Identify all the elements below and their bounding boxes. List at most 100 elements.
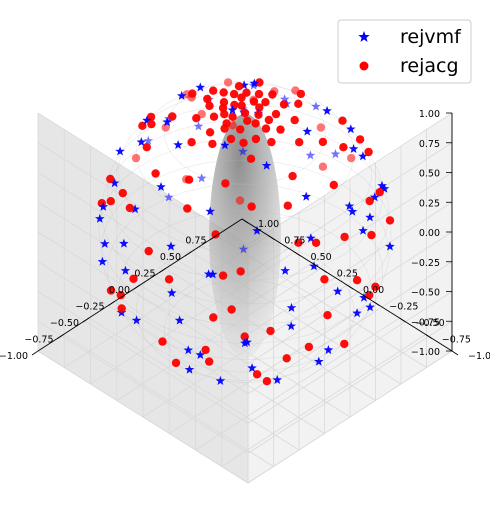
data-point-rejacg: [234, 82, 244, 91]
data-point-rejvmf: [330, 149, 341, 159]
data-point-rejvmf: [131, 315, 142, 325]
data-point-rejvmf: [311, 101, 321, 111]
data-point-rejvmf: [242, 337, 252, 347]
data-point-rejacg: [295, 138, 304, 147]
x-tick-mark: [451, 350, 459, 356]
data-point-rejacg: [187, 138, 196, 147]
data-point-rejvmf: [174, 315, 185, 325]
data-point-rejacg: [208, 139, 217, 149]
data-point-rejacg: [288, 171, 297, 181]
data-point-rejacg: [235, 196, 245, 205]
data-point-rejacg: [294, 238, 303, 247]
y-tick-mark: [108, 301, 115, 306]
sphere-latitude-line: [135, 241, 355, 381]
data-point-rejvmf: [164, 192, 174, 202]
data-point-rejacg: [365, 196, 374, 206]
data-point-rejacg: [118, 188, 128, 198]
data-point-rejacg: [329, 180, 338, 190]
data-point-rejvmf: [130, 204, 140, 214]
z-tick-label: −0.50: [411, 288, 440, 299]
data-point-rejacg: [338, 116, 347, 125]
data-point-rejvmf: [203, 269, 214, 279]
x-tick-label: 0.00: [363, 285, 384, 296]
data-point-rejacg: [252, 370, 262, 379]
data-point-rejacg: [261, 124, 271, 133]
data-point-rejacg: [142, 143, 151, 152]
data-point-rejacg: [211, 230, 220, 239]
sphere-latitude-line: [163, 81, 327, 185]
data-point-rejacg: [247, 202, 256, 211]
x-tick-label: 0.50: [311, 252, 332, 263]
data-point-rejvmf: [166, 241, 176, 251]
data-point-rejvmf: [195, 82, 206, 92]
data-point-rejvmf: [162, 117, 172, 127]
data-point-rejvmf: [156, 182, 166, 191]
y-tick-label: −0.75: [24, 335, 53, 346]
grid-line-z-left: [247, 201, 453, 335]
data-point-rejacg: [131, 153, 141, 163]
unit-sphere: [98, 81, 392, 383]
data-point-rejvmf: [249, 78, 260, 88]
data-point-rejvmf: [173, 140, 183, 149]
y-tick-mark: [184, 251, 192, 257]
sphere-latitude-line: [100, 120, 390, 305]
data-point-rejvmf: [252, 225, 262, 235]
data-point-rejvmf: [195, 350, 206, 359]
data-point-rejacg: [147, 119, 156, 129]
data-point-rejvmf: [322, 105, 332, 115]
z-tick-label: 1.00: [419, 109, 440, 120]
legend-label-rejacg: rejacg: [400, 55, 459, 77]
data-point-rejacg: [209, 86, 218, 95]
data-point-rejvmf: [196, 173, 207, 183]
x-tick-mark: [373, 301, 380, 306]
data-point-rejacg: [183, 204, 192, 213]
z-tick-label: −1.00: [411, 347, 440, 358]
data-point-rejvmf: [261, 160, 272, 170]
data-point-rejvmf: [183, 345, 194, 355]
sphere-surface: [209, 114, 281, 358]
data-point-rejacg: [246, 154, 256, 163]
grid-line-z-left: [247, 112, 453, 246]
data-point-rejacg: [106, 174, 115, 184]
data-point-rejacg: [223, 78, 233, 87]
data-point-rejvmf: [286, 302, 297, 312]
data-point-rejvmf: [205, 206, 215, 216]
x-tick-label: 1.00: [258, 219, 279, 230]
data-point-rejvmf: [286, 321, 296, 331]
y-axis-ticks: −1.00 −0.75 −0.50 −0.25 0.00 0.25 0.50 0.75: [0, 235, 217, 362]
data-point-rejvmf: [306, 233, 316, 243]
data-point-rejvmf: [220, 140, 230, 150]
data-point-rejvmf: [347, 206, 358, 216]
z-tick-label: 0.25: [419, 198, 440, 209]
data-point-rejacg: [339, 143, 348, 152]
data-point-rejvmf: [167, 288, 177, 298]
data-point-rejvmf: [365, 212, 375, 222]
data-point-rejvmf: [247, 363, 257, 373]
data-point-rejacg: [367, 230, 376, 240]
data-point-rejvmf: [98, 201, 109, 211]
data-point-rejvmf: [302, 126, 312, 136]
data-point-rejacg: [220, 110, 229, 119]
data-point-rejacg: [340, 232, 349, 242]
data-point-rejacg: [209, 313, 218, 322]
data-point-rejacg: [236, 267, 245, 276]
data-point-rejacg: [184, 175, 194, 184]
data-point-rejacg: [229, 89, 239, 99]
sphere-latitude-line: [135, 83, 355, 223]
data-point-rejvmf: [227, 105, 238, 115]
data-point-rejvmf: [240, 338, 250, 348]
data-point-rejvmf: [305, 150, 316, 160]
data-point-rejacg: [164, 275, 174, 284]
grid-lines: [37, 112, 453, 484]
data-point-rejvmf: [314, 356, 324, 366]
data-point-rejacg: [221, 179, 230, 188]
data-point-rejvmf: [136, 137, 147, 147]
data-point-rejacg: [266, 326, 275, 336]
data-point-rejacg: [209, 112, 219, 121]
data-point-rejvmf: [309, 261, 319, 271]
y-tick-mark: [210, 235, 217, 240]
data-point-rejacg: [276, 125, 285, 134]
x-tick-label: 0.75: [284, 236, 305, 247]
data-point-rejvmf: [184, 364, 195, 374]
